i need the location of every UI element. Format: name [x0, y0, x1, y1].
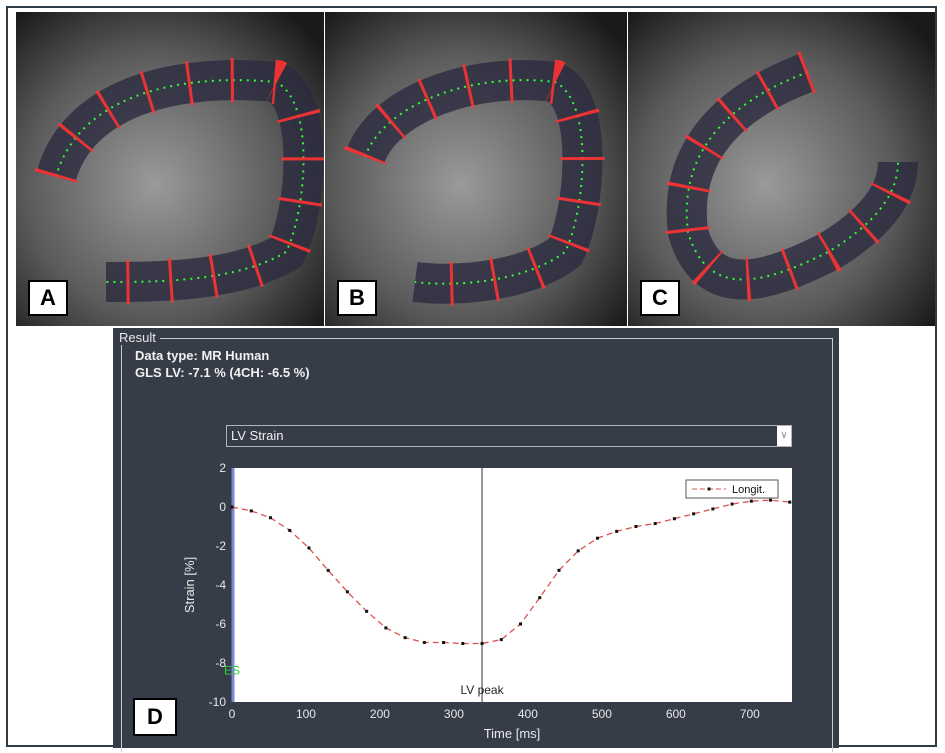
y-axis-label: Strain [%] [182, 557, 197, 613]
data-point [422, 641, 426, 645]
y-tick-label: -2 [215, 539, 226, 553]
gls-text: GLS LV: -7.1 % (4CH: -6.5 %) [135, 365, 310, 380]
chevron-down-icon[interactable]: ∨ [777, 426, 791, 446]
data-point [672, 517, 676, 521]
dropdown-value: LV Strain [231, 428, 284, 443]
data-point [365, 609, 369, 613]
legend-box [685, 479, 779, 499]
data-point [557, 568, 561, 572]
data-point [249, 509, 253, 513]
x-tick-label: 600 [666, 707, 686, 721]
data-point [384, 626, 388, 630]
legend-marker [707, 487, 711, 491]
data-point [788, 500, 792, 504]
data-point [769, 498, 773, 502]
data-type-text: Data type: MR Human [135, 348, 270, 363]
x-tick-label: 300 [444, 707, 464, 721]
panel-label-c: C [640, 280, 680, 316]
data-point [442, 641, 446, 645]
data-point [634, 525, 638, 528]
x-tick-label: 700 [740, 707, 760, 721]
data-point [307, 546, 311, 550]
data-point [461, 642, 465, 645]
y-tick-label: -8 [215, 656, 226, 670]
panel-label-b: B [337, 280, 377, 316]
mri-image-b: B [325, 12, 627, 326]
x-tick-label: 500 [592, 707, 612, 721]
lv-peak-label: LV peak [460, 683, 504, 697]
mri-image-c: C [628, 12, 935, 326]
panel-label-a: A [28, 280, 68, 316]
y-tick-label: 2 [219, 461, 226, 475]
data-point [403, 636, 407, 640]
mri-image-a: A [16, 12, 324, 326]
x-tick-label: 200 [370, 707, 390, 721]
data-point [749, 499, 753, 503]
result-group-label: Result [119, 330, 160, 345]
panel-label-d: D [133, 698, 177, 736]
data-point [653, 522, 657, 526]
series-line-longit [231, 499, 790, 645]
result-group: Result [119, 330, 833, 752]
data-point [519, 622, 523, 626]
x-axis-label: Time [ms] [484, 726, 541, 741]
data-point [615, 529, 619, 533]
legend-label: Longit. [732, 484, 765, 496]
x-tick-label: 0 [229, 707, 236, 721]
y-tick-label: -6 [215, 617, 226, 631]
result-panel: Result Data type: MR Human GLS LV: -7.1 … [113, 328, 839, 752]
es-label: ES [224, 664, 240, 678]
data-point [288, 528, 292, 532]
data-point [576, 549, 580, 553]
y-tick-label: -10 [209, 695, 227, 709]
data-point [499, 638, 503, 642]
data-point [480, 642, 484, 645]
data-point [692, 512, 696, 516]
plot-area [232, 468, 792, 702]
strain-type-dropdown[interactable]: LV Strain ∨ [226, 425, 792, 447]
data-point [538, 596, 542, 600]
x-tick-label: 100 [296, 707, 316, 721]
data-point [326, 568, 330, 572]
y-tick-label: -4 [215, 578, 226, 592]
y-tick-label: 0 [219, 500, 226, 514]
data-point [268, 516, 272, 520]
data-point [730, 502, 734, 506]
strain-chart: 0 100 200 300 400 500 600 700 2 0 -2 -4 -6 -8 -10 Time … [182, 461, 792, 741]
data-point [711, 507, 715, 511]
data-point [230, 505, 234, 509]
data-point [595, 536, 599, 540]
data-point [345, 590, 349, 594]
x-tick-label: 400 [518, 707, 538, 721]
